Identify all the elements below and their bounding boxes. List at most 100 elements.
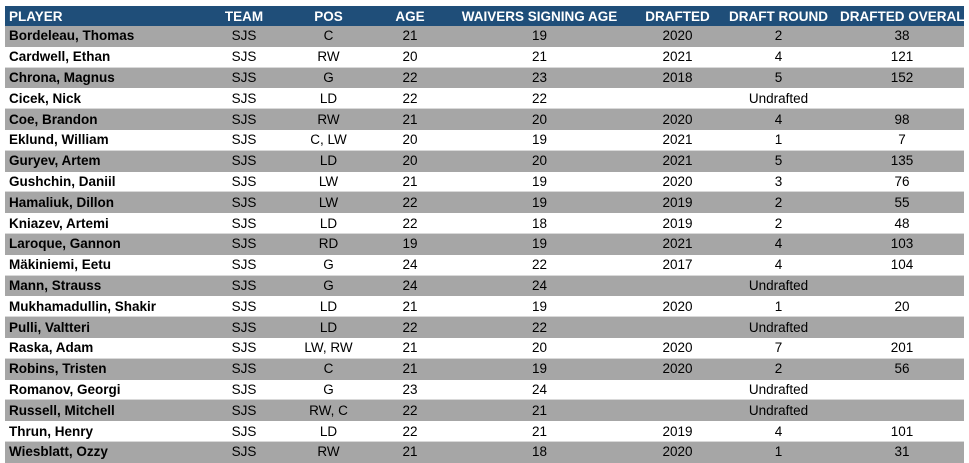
cell-waivers-signing-age: 19 [441,26,638,47]
cell-pos: LD [278,212,379,234]
cell-player: Romanov, Georgi [5,379,210,401]
cell-player: Bordeleau, Thomas [5,26,210,47]
cell-waivers-signing-age: 20 [441,108,638,130]
table-row: Kniazev, Artemi SJS LD 22 18 2019 2 48 [5,212,964,234]
cell-age: 21 [379,26,441,47]
cell-waivers-signing-age: 24 [441,379,638,401]
table-row: Mann, Strauss SJS G 24 24 Undrafted [5,275,964,297]
cell-pos: LW [278,171,379,193]
cell-team: SJS [210,399,278,422]
cell-drafted: 2021 [638,150,717,172]
cell-age: 22 [379,87,441,110]
cell-team: SJS [210,420,278,442]
header-team[interactable]: TEAM [224,8,264,24]
cell-age: 22 [379,399,441,422]
cell-drafted: 2020 [638,108,717,130]
cell-player: Cardwell, Ethan [5,46,210,68]
cell-undrafted: Undrafted [717,399,840,422]
cell-pos: LD [278,150,379,172]
header-draft-round[interactable]: DRAFT ROUND [729,8,828,24]
cell-drafted-overall: 55 [840,191,964,214]
cell-undrafted: Undrafted [717,275,840,297]
cell-drafted-overall: 201 [840,337,964,359]
cell-team: SJS [210,275,278,297]
cell-team: SJS [210,67,278,89]
cell-pos: G [278,379,379,401]
cell-age: 24 [379,254,441,276]
cell-player: Chrona, Magnus [5,67,210,89]
cell-draft-round: 4 [717,108,840,130]
cell-draft-round: 3 [717,171,840,193]
cell-age: 21 [379,171,441,193]
table-row: Mäkiniemi, Eetu SJS G 24 22 2017 4 104 [5,254,964,276]
cell-player: Mäkiniemi, Eetu [5,254,210,276]
table-row: Eklund, William SJS C, LW 20 19 2021 1 7 [5,129,964,151]
header-age[interactable]: AGE [395,8,425,24]
cell-pos: RW, C [278,399,379,422]
table-row: Gushchin, Daniil SJS LW 21 19 2020 3 76 [5,171,964,193]
cell-draft-round: 2 [717,26,840,47]
cell-age: 21 [379,358,441,380]
cell-pos: RW [278,108,379,130]
cell-drafted-overall: 103 [840,233,964,255]
cell-waivers-signing-age: 23 [441,67,638,89]
header-waivers-signing-age[interactable]: WAIVERS SIGNING AGE [461,8,618,24]
cell-player: Mukhamadullin, Shakir [5,295,210,318]
cell-waivers-signing-age: 20 [441,337,638,359]
table-row: Thrun, Henry SJS LD 22 21 2019 4 101 [5,420,964,442]
cell-waivers-signing-age: 19 [441,358,638,380]
header-player[interactable]: PLAYER [9,8,63,24]
cell-drafted-overall: 104 [840,254,964,276]
cell-draft-round: 4 [717,420,840,442]
cell-drafted-overall: 56 [840,358,964,380]
cell-draft-round: 2 [717,358,840,380]
cell-player: Thrun, Henry [5,420,210,442]
table-row: Hamaliuk, Dillon SJS LW 22 19 2019 2 55 [5,191,964,214]
cell-team: SJS [210,150,278,172]
cell-drafted [638,316,717,338]
cell-drafted: 2020 [638,337,717,359]
cell-drafted-overall: 20 [840,295,964,318]
cell-pos: LD [278,316,379,338]
table-row: Pulli, Valtteri SJS LD 22 22 Undrafted [5,316,964,338]
table-body: Bordeleau, Thomas SJS C 21 19 2020 2 38 Cardwell… [5,26,964,463]
prospects-table-container: PLAYER TEAM POS AGE WAIVERS SIGNING AGE … [5,6,964,463]
cell-pos: LD [278,420,379,442]
cell-age: 21 [379,441,441,463]
cell-player: Russell, Mitchell [5,399,210,422]
cell-drafted-overall: 121 [840,46,964,68]
cell-player: Coe, Brandon [5,108,210,130]
cell-age: 20 [379,46,441,68]
cell-player: Eklund, William [5,129,210,151]
cell-waivers-signing-age: 24 [441,275,638,297]
cell-pos: LD [278,295,379,318]
cell-drafted: 2020 [638,295,717,318]
cell-waivers-signing-age: 19 [441,171,638,193]
cell-draft-round: 5 [717,150,840,172]
cell-waivers-signing-age: 21 [441,46,638,68]
cell-team: SJS [210,295,278,318]
cell-drafted [638,275,717,297]
cell-player: Gushchin, Daniil [5,171,210,193]
table-row: Russell, Mitchell SJS RW, C 22 21 Undrafted [5,399,964,422]
cell-age: 22 [379,67,441,89]
cell-drafted: 2021 [638,46,717,68]
cell-drafted-overall: 98 [840,108,964,130]
cell-team: SJS [210,316,278,338]
cell-drafted-overall [840,316,964,338]
cell-drafted: 2017 [638,254,717,276]
cell-pos: C [278,358,379,380]
cell-player: Laroque, Gannon [5,233,210,255]
cell-drafted: 2018 [638,67,717,89]
cell-player: Kniazev, Artemi [5,212,210,234]
cell-pos: LW, RW [278,337,379,359]
header-drafted-overall[interactable]: DRAFTED OVERALL [840,8,964,24]
cell-waivers-signing-age: 19 [441,233,638,255]
cell-draft-round: 4 [717,46,840,68]
table-row: Cardwell, Ethan SJS RW 20 21 2021 4 121 [5,46,964,68]
prospects-table: PLAYER TEAM POS AGE WAIVERS SIGNING AGE … [5,6,964,463]
header-drafted[interactable]: DRAFTED [645,8,710,24]
header-pos[interactable]: POS [314,8,343,24]
cell-player: Mann, Strauss [5,275,210,297]
cell-age: 22 [379,316,441,338]
